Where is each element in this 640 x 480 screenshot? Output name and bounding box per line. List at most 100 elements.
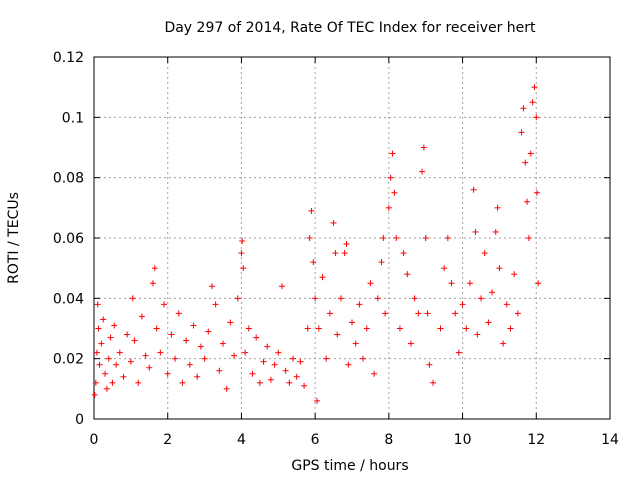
data-point	[319, 274, 326, 281]
data-point	[278, 283, 285, 290]
data-point	[194, 373, 201, 380]
data-point	[385, 204, 392, 211]
data-point	[240, 265, 247, 272]
data-point	[120, 373, 127, 380]
data-point	[455, 349, 462, 356]
data-point	[529, 99, 536, 106]
data-point	[430, 379, 437, 386]
data-point	[253, 334, 260, 341]
data-point	[520, 105, 527, 112]
x-tick-label: 6	[311, 432, 320, 448]
data-point	[349, 319, 355, 326]
data-point	[172, 355, 179, 362]
data-point	[197, 343, 204, 350]
data-point	[441, 265, 448, 272]
data-point	[343, 241, 350, 248]
data-point	[245, 325, 252, 332]
data-point	[129, 295, 136, 302]
x-tick-label: 4	[237, 432, 246, 448]
data-point	[330, 219, 337, 226]
data-point	[387, 174, 394, 181]
data-point	[186, 361, 193, 368]
data-point	[315, 325, 322, 332]
data-point	[378, 259, 385, 266]
data-point	[212, 301, 219, 308]
data-point	[459, 301, 466, 308]
data-point	[426, 361, 433, 368]
data-point	[419, 168, 426, 175]
data-point	[208, 283, 215, 290]
data-point	[507, 325, 514, 332]
data-point	[297, 358, 304, 365]
data-point	[275, 349, 282, 356]
data-point	[312, 295, 319, 302]
data-point	[131, 337, 138, 344]
data-point	[518, 129, 525, 136]
data-point	[360, 355, 367, 362]
axis-ticks: 0 0.02 0.04 0.06 0.08 0.1 0.12 0 2 4 6 8 10 12 14	[53, 50, 619, 448]
data-point	[301, 382, 308, 389]
data-point	[238, 250, 245, 257]
data-point	[415, 310, 422, 317]
data-point	[179, 379, 186, 386]
data-point	[323, 355, 330, 362]
data-point	[107, 334, 114, 341]
data-point	[164, 370, 171, 377]
data-point	[161, 301, 168, 308]
data-point	[142, 352, 149, 359]
data-point	[205, 328, 212, 335]
data-point	[151, 265, 158, 272]
data-point	[92, 379, 99, 386]
data-point	[337, 295, 344, 302]
data-point	[98, 340, 105, 347]
data-point	[527, 150, 534, 157]
data-point	[533, 114, 540, 121]
x-tick-label: 10	[454, 432, 472, 448]
data-point	[286, 379, 293, 386]
x-tick-label: 0	[90, 432, 99, 448]
data-point	[102, 370, 109, 377]
grid-lines	[94, 57, 610, 419]
data-point	[332, 250, 339, 257]
y-tick-label: 0.1	[62, 110, 84, 126]
data-point	[256, 379, 263, 386]
data-point	[393, 235, 400, 241]
data-point	[313, 397, 320, 404]
data-point	[472, 228, 479, 235]
data-point	[492, 228, 499, 235]
data-point	[157, 349, 164, 356]
data-point	[105, 355, 112, 362]
data-point	[91, 391, 98, 398]
data-point	[109, 379, 116, 386]
data-point	[481, 250, 488, 257]
data-point	[531, 84, 538, 91]
data-point	[231, 352, 238, 359]
data-point	[308, 207, 315, 214]
data-point	[400, 250, 407, 257]
data-point	[334, 331, 341, 338]
x-tick-label: 2	[163, 432, 172, 448]
data-point	[463, 325, 470, 332]
data-point	[310, 259, 317, 266]
data-point	[96, 361, 103, 368]
data-point	[153, 325, 160, 332]
data-point	[448, 280, 455, 287]
y-tick-label: 0.08	[53, 171, 84, 187]
data-point	[168, 331, 175, 338]
data-point	[260, 358, 267, 365]
data-point	[489, 289, 496, 296]
data-point	[356, 301, 363, 308]
data-point	[511, 271, 518, 278]
data-point	[500, 340, 507, 347]
data-point	[124, 331, 131, 338]
data-point	[422, 235, 429, 241]
data-point	[470, 186, 477, 193]
data-point	[374, 295, 381, 302]
y-tick-label: 0.02	[53, 352, 84, 368]
data-point	[304, 325, 311, 332]
data-point	[474, 331, 481, 338]
data-point	[404, 271, 411, 278]
x-tick-label: 14	[601, 432, 619, 448]
data-point	[220, 340, 226, 347]
